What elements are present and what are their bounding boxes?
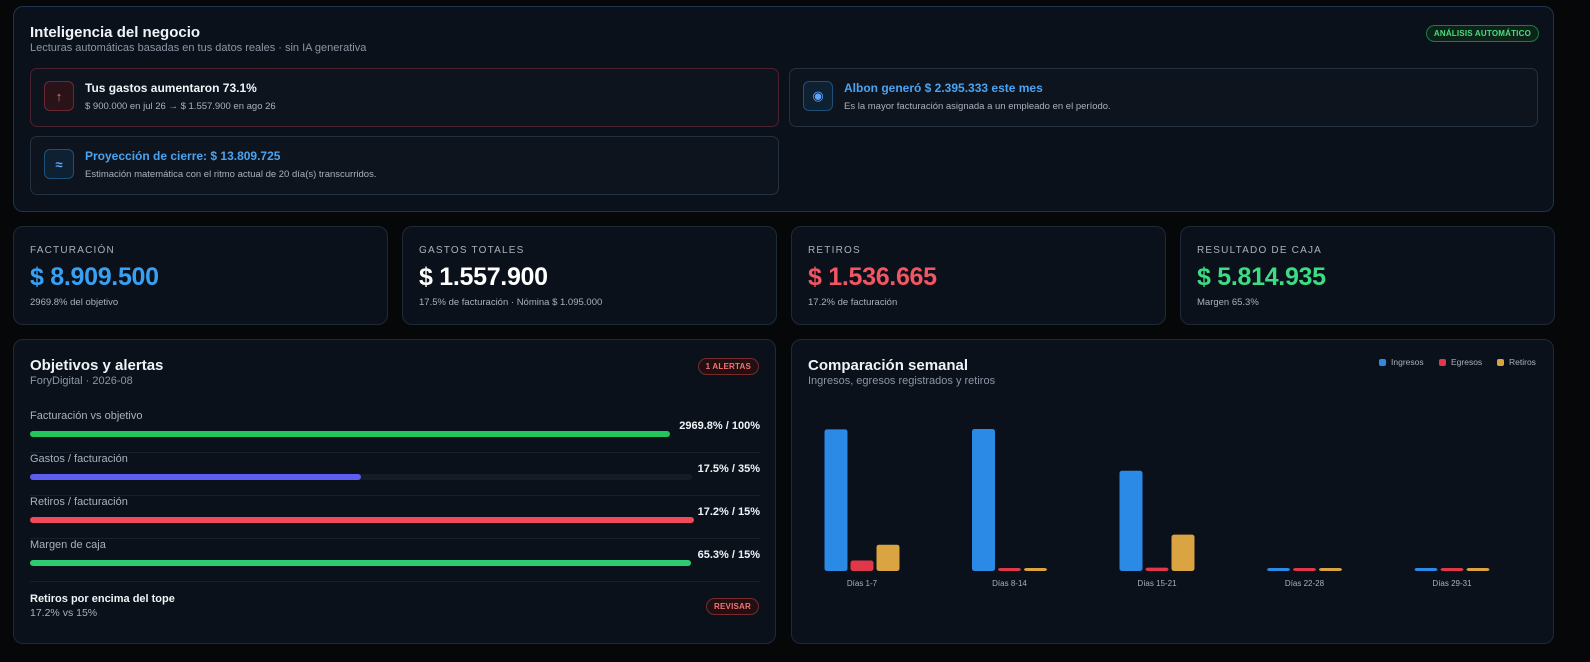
- kpi-value: $ 8.909.500: [30, 263, 159, 291]
- goal-row-expenses: Gastos / facturación 17.5% / 35%: [30, 453, 760, 496]
- goal-progress-track: [30, 431, 670, 437]
- intel-subtitle: Lecturas automáticas basadas en tus dato…: [30, 42, 367, 54]
- goal-progress-fill: [30, 474, 361, 480]
- goal-progress-fill: [30, 431, 670, 437]
- bar-egresos-4: [1293, 568, 1316, 571]
- goal-value: 65.3% / 15%: [697, 549, 760, 561]
- goals-subtitle: ForyDigital · 2026-08: [30, 375, 133, 387]
- insight-text: $ 900.000 en jul 26 → $ 1.557.900 en ago…: [85, 101, 276, 112]
- insight-text: Es la mayor facturación asignada a un em…: [844, 101, 1111, 112]
- alert-title: Retiros por encima del tope: [30, 593, 175, 605]
- bar-ingresos-4: [1267, 568, 1290, 571]
- bar-retiros-4: [1319, 568, 1342, 571]
- goal-value: 17.2% / 15%: [697, 506, 760, 518]
- x-tick-label: Días 22-28: [1285, 579, 1325, 588]
- insight-title: Tus gastos aumentaron 73.1%: [85, 81, 257, 95]
- legend-label: Ingresos: [1391, 357, 1424, 367]
- legend-label: Retiros: [1509, 357, 1536, 367]
- alerts-count-badge: 1 ALERTAS: [697, 358, 759, 375]
- kpi-value: $ 1.557.900: [419, 263, 548, 291]
- bar-retiros-3: [1171, 534, 1195, 571]
- bar-ingresos-5: [1414, 568, 1438, 571]
- goal-value: 17.5% / 35%: [697, 463, 760, 475]
- legend-item-retiros: Retiros: [1497, 357, 1536, 367]
- legend-swatch: [1497, 358, 1504, 366]
- bar-egresos-3: [1145, 567, 1169, 571]
- legend-swatch: [1379, 358, 1386, 366]
- goal-label: Facturación vs objetivo: [30, 410, 143, 422]
- kpi-label: RESULTADO DE CAJA: [1197, 245, 1323, 256]
- goal-row-billing: Facturación vs objetivo 2969.8% / 100%: [30, 410, 760, 453]
- goal-label: Retiros / facturación: [30, 496, 128, 508]
- kpi-card-cash-result: RESULTADO DE CAJA $ 5.814.935 Margen 65.…: [1180, 226, 1555, 325]
- insight-title: Albon generó $ 2.395.333 este mes: [844, 81, 1043, 95]
- kpi-label: FACTURACIÓN: [30, 245, 115, 256]
- goal-value: 2969.8% / 100%: [679, 420, 760, 432]
- kpi-value: $ 5.814.935: [1197, 263, 1326, 291]
- kpi-card-expenses: GASTOS TOTALES $ 1.557.900 17.5% de fact…: [402, 226, 777, 325]
- kpi-note: 17.5% de facturación · Nómina $ 1.095.00…: [419, 297, 603, 308]
- x-tick-label: Días 29-31: [1432, 579, 1472, 588]
- bar-ingresos-2: [972, 429, 995, 571]
- arrow-up-icon: ↑: [44, 81, 74, 111]
- bar-retiros-1: [876, 544, 900, 571]
- goal-progress-track: [30, 560, 691, 566]
- goal-row-withdrawals: Retiros / facturación 17.2% / 15%: [30, 496, 760, 539]
- bar-egresos-2: [998, 568, 1021, 571]
- bar-egresos-5: [1440, 568, 1464, 571]
- alert-subtitle: 17.2% vs 15%: [30, 607, 98, 619]
- legend-item-ingresos: Ingresos: [1379, 357, 1424, 367]
- goals-alerts-panel: Objetivos y alertas ForyDigital · 2026-0…: [13, 339, 776, 644]
- insight-card-top-employee[interactable]: ◉ Albon generó $ 2.395.333 este mes Es l…: [789, 68, 1538, 127]
- bar-ingresos-1: [824, 429, 848, 571]
- insight-title: Proyección de cierre: $ 13.809.725: [85, 149, 281, 163]
- kpi-label: RETIROS: [808, 245, 861, 256]
- legend-item-egresos: Egresos: [1439, 357, 1482, 367]
- weekly-comparison-panel: Comparación semanal Ingresos, egresos re…: [791, 339, 1554, 644]
- target-icon: ◉: [803, 81, 833, 111]
- kpi-note: Margen 65.3%: [1197, 297, 1259, 308]
- insight-text: Estimación matemática con el ritmo actua…: [85, 169, 377, 180]
- kpi-value: $ 1.536.665: [808, 263, 937, 291]
- goal-progress-track: [30, 474, 692, 480]
- legend-swatch: [1439, 358, 1446, 366]
- x-tick-label: Días 15-21: [1137, 579, 1177, 588]
- bar-retiros-5: [1466, 568, 1490, 571]
- kpi-label: GASTOS TOTALES: [419, 245, 525, 256]
- goal-progress-fill: [30, 517, 694, 523]
- x-tick-label: Días 1-7: [847, 579, 878, 588]
- goal-row-margin: Margen de caja 65.3% / 15%: [30, 539, 760, 582]
- weekly-title: Comparación semanal: [808, 357, 969, 374]
- insight-card-projection[interactable]: ≈ Proyección de cierre: $ 13.809.725 Est…: [30, 136, 779, 195]
- insight-card-expenses[interactable]: ↑ Tus gastos aumentaron 73.1% $ 900.000 …: [30, 68, 779, 127]
- auto-analysis-badge: ANÁLISIS AUTOMÁTICO: [1425, 25, 1539, 42]
- goal-progress-track: [30, 517, 694, 523]
- business-intelligence-panel: Inteligencia del negocio Lecturas automá…: [13, 6, 1554, 212]
- kpi-card-billing: FACTURACIÓN $ 8.909.500 2969.8% del obje…: [13, 226, 388, 325]
- bar-ingresos-3: [1119, 470, 1143, 571]
- goal-label: Gastos / facturación: [30, 453, 128, 465]
- approx-icon: ≈: [44, 149, 74, 179]
- goal-progress-fill: [30, 560, 691, 566]
- weekly-subtitle: Ingresos, egresos registrados y retiros: [808, 375, 996, 387]
- goal-label: Margen de caja: [30, 539, 106, 551]
- kpi-note: 2969.8% del objetivo: [30, 297, 119, 308]
- x-tick-label: Días 8-14: [992, 579, 1027, 588]
- kpi-card-withdrawals: RETIROS $ 1.536.665 17.2% de facturación: [791, 226, 1166, 325]
- goals-title: Objetivos y alertas: [30, 357, 164, 374]
- weekly-bar-chart: Días 1-7 Días 8-14 Días 15-21 Días 22-28 Día…: [824, 429, 1490, 588]
- legend-label: Egresos: [1451, 357, 1483, 367]
- bar-egresos-1: [850, 560, 874, 571]
- review-button[interactable]: REVISAR: [706, 598, 759, 615]
- intel-title: Inteligencia del negocio: [30, 24, 201, 41]
- kpi-note: 17.2% de facturación: [808, 297, 898, 308]
- bar-retiros-2: [1024, 568, 1047, 571]
